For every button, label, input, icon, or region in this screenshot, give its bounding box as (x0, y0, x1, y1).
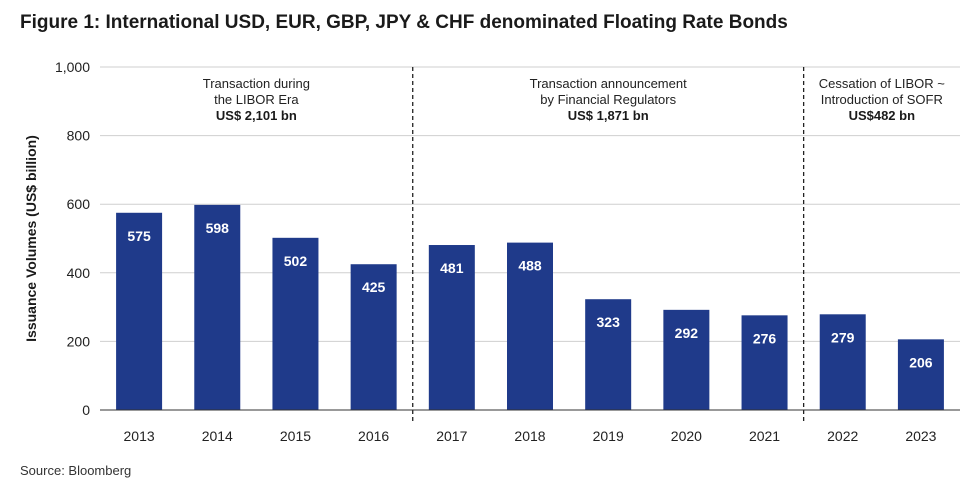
x-tick-label: 2023 (905, 428, 936, 444)
x-tick-label: 2020 (671, 428, 702, 444)
bar-value-label: 481 (440, 260, 464, 276)
x-tick-label: 2021 (749, 428, 780, 444)
y-tick-label: 0 (82, 402, 90, 418)
annotation-total: US$482 bn (849, 108, 916, 123)
bar-value-label: 323 (597, 314, 621, 330)
bar (272, 237, 319, 410)
bar-value-label: 425 (362, 279, 386, 295)
annotation-line: Cessation of LIBOR ~ (819, 76, 945, 91)
x-tick-label: 2015 (280, 428, 311, 444)
bar-value-label: 279 (831, 329, 855, 345)
y-tick-label: 800 (67, 128, 91, 144)
annotation-line: by Financial Regulators (540, 92, 676, 107)
period-annotation: Cessation of LIBOR ~Introduction of SOFR… (819, 76, 945, 123)
bar-value-label: 575 (127, 228, 151, 244)
x-tick-label: 2013 (124, 428, 155, 444)
x-tick-label: 2017 (436, 428, 467, 444)
annotation-line: Transaction announcement (530, 76, 687, 91)
bar (194, 204, 241, 410)
bar-value-label: 276 (753, 330, 777, 346)
y-tick-label: 1,000 (55, 59, 90, 75)
y-tick-label: 200 (67, 333, 91, 349)
bar (116, 212, 163, 410)
bar (819, 314, 866, 410)
bars (116, 204, 944, 410)
bar-value-label: 206 (909, 354, 933, 370)
bar-value-label: 502 (284, 253, 308, 269)
y-axis-label: Issuance Volumes (US$ billion) (23, 135, 39, 342)
bar-value-label: 598 (206, 220, 230, 236)
x-tick-label: 2018 (514, 428, 545, 444)
y-tick-label: 600 (67, 196, 91, 212)
bar (741, 315, 788, 410)
x-tick-label: 2019 (593, 428, 624, 444)
annotation-line: Transaction during (203, 76, 310, 91)
axes: 0 200 400 600 800 1,000 Issuance Volumes (US$ … (23, 59, 960, 444)
bar (897, 339, 944, 410)
bar-value-labels: 575 598 502 425 481 488 323 292 276 279 206 (127, 220, 932, 370)
bar-value-label: 292 (675, 325, 699, 341)
bar (585, 299, 632, 410)
annotation-total: US$ 2,101 bn (216, 108, 297, 123)
bar (663, 309, 710, 410)
x-tick-label: 2022 (827, 428, 858, 444)
x-tick-label: 2016 (358, 428, 389, 444)
figure-title: Figure 1: International USD, EUR, GBP, J… (20, 12, 788, 33)
period-dividers (412, 67, 805, 424)
x-tick-label: 2014 (202, 428, 233, 444)
source-note: Source: Bloomberg (20, 463, 132, 478)
bar (428, 245, 475, 410)
annotation-total: US$ 1,871 bn (568, 108, 649, 123)
y-tick-label: 400 (67, 265, 91, 281)
annotation-line: the LIBOR Era (214, 92, 299, 107)
bar-value-label: 488 (518, 258, 542, 274)
bar (350, 264, 397, 410)
bar (507, 242, 553, 410)
annotation-line: Introduction of SOFR (821, 92, 943, 107)
